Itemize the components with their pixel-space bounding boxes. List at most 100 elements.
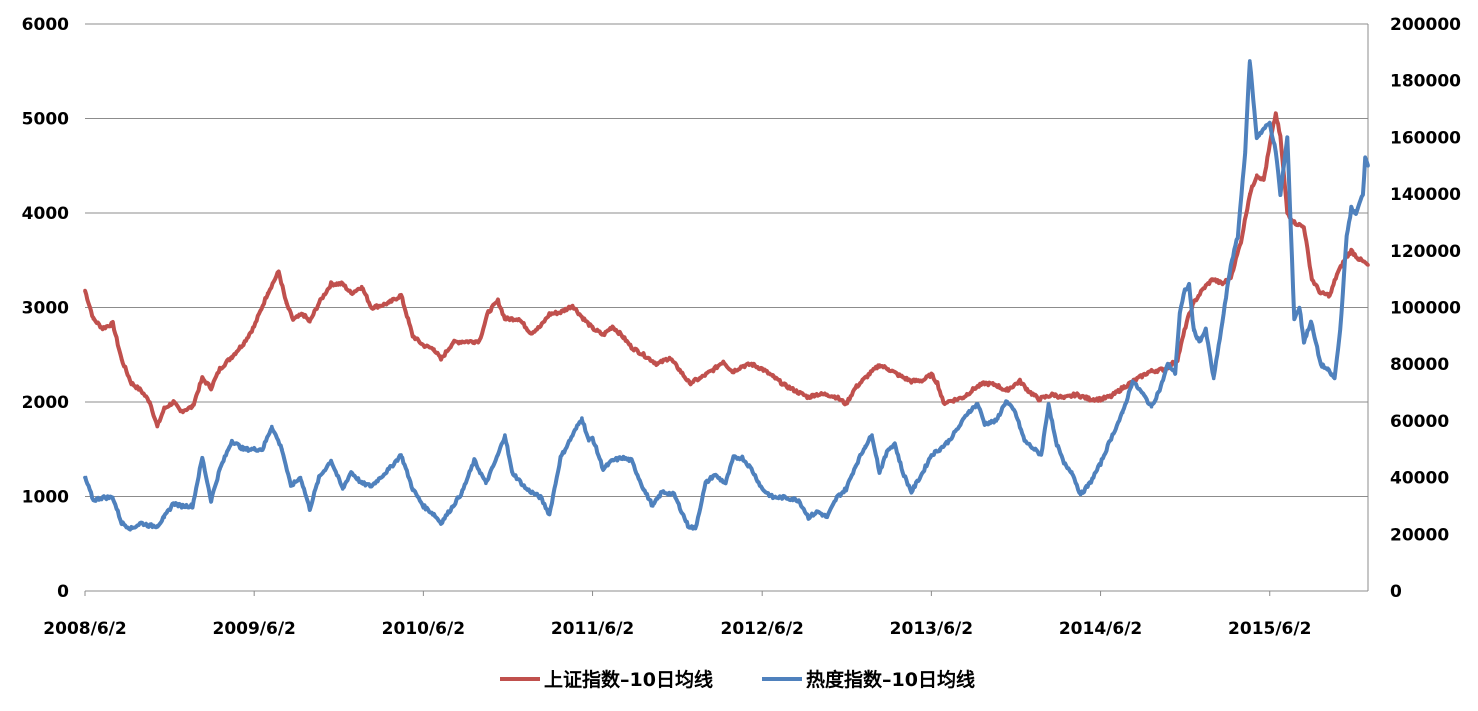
data-point bbox=[260, 447, 265, 452]
data-point bbox=[1166, 362, 1170, 367]
data-point bbox=[1278, 192, 1283, 196]
data-point bbox=[886, 367, 891, 371]
data-point bbox=[1201, 286, 1206, 291]
data-point bbox=[1285, 135, 1290, 140]
y-tick-label: 6000 bbox=[22, 15, 69, 35]
data-point bbox=[148, 524, 152, 528]
data-point bbox=[451, 340, 455, 345]
data-point bbox=[1261, 178, 1266, 182]
data-point bbox=[1211, 376, 1216, 381]
data-point bbox=[1178, 311, 1182, 316]
data-point bbox=[973, 386, 978, 390]
data-point bbox=[782, 495, 787, 500]
data-point bbox=[1255, 173, 1259, 177]
data-point bbox=[387, 467, 391, 471]
data-point bbox=[119, 521, 124, 525]
data-point bbox=[200, 376, 205, 381]
data-point bbox=[620, 456, 624, 460]
data-point bbox=[276, 269, 281, 274]
data-point bbox=[1292, 220, 1297, 225]
data-point bbox=[410, 487, 415, 491]
data-point bbox=[139, 388, 143, 393]
data-point bbox=[900, 470, 905, 474]
data-point bbox=[241, 447, 246, 452]
data-point bbox=[731, 456, 736, 460]
data-point bbox=[590, 436, 595, 440]
data-point bbox=[1121, 386, 1125, 390]
data-point bbox=[1220, 282, 1225, 286]
data-point bbox=[909, 379, 914, 384]
data-point bbox=[359, 481, 364, 486]
data-point bbox=[547, 512, 552, 517]
y2-tick-label: 20000 bbox=[1390, 525, 1449, 545]
data-point bbox=[698, 376, 702, 381]
data-point bbox=[610, 458, 615, 463]
data-point bbox=[1267, 121, 1272, 125]
data-point bbox=[460, 339, 465, 344]
data-point bbox=[835, 395, 839, 400]
data-point bbox=[1220, 319, 1225, 324]
legend-item-0: 上证指数–10日均线 bbox=[500, 668, 713, 691]
data-point bbox=[289, 484, 293, 488]
data-point bbox=[387, 301, 391, 305]
data-point bbox=[921, 378, 925, 383]
data-point bbox=[703, 481, 708, 486]
data-point bbox=[349, 470, 353, 474]
data-point bbox=[317, 301, 321, 305]
data-point bbox=[1239, 239, 1243, 244]
data-point bbox=[797, 498, 801, 503]
y2-tick-label: 180000 bbox=[1390, 72, 1461, 92]
data-point bbox=[200, 456, 205, 460]
data-point bbox=[1098, 461, 1103, 466]
data-point bbox=[1349, 249, 1354, 253]
data-point bbox=[1053, 438, 1058, 443]
data-point bbox=[162, 406, 167, 411]
data-point bbox=[935, 381, 940, 385]
legend-label-heat-index: 热度指数–10日均线 bbox=[806, 668, 975, 691]
data-point bbox=[1074, 392, 1078, 397]
data-point bbox=[929, 453, 934, 457]
data-point bbox=[241, 341, 246, 346]
y2-tick-label: 140000 bbox=[1390, 185, 1461, 205]
data-point bbox=[83, 288, 87, 293]
data-point bbox=[178, 409, 183, 414]
data-point bbox=[853, 386, 858, 390]
data-point bbox=[1349, 206, 1354, 211]
series-lines bbox=[83, 59, 1370, 532]
data-point bbox=[672, 492, 676, 497]
data-point bbox=[1018, 379, 1022, 384]
data-point bbox=[1098, 397, 1103, 402]
data-point bbox=[667, 355, 672, 360]
data-point bbox=[893, 441, 897, 446]
data-point bbox=[111, 495, 115, 500]
data-point bbox=[693, 526, 698, 531]
data-point bbox=[230, 438, 234, 443]
data-point bbox=[1088, 397, 1092, 402]
data-point bbox=[580, 416, 584, 420]
data-point bbox=[1229, 263, 1233, 267]
data-point bbox=[129, 381, 134, 385]
data-point bbox=[298, 475, 303, 480]
data-point bbox=[139, 521, 143, 525]
data-point bbox=[813, 392, 818, 397]
data-point bbox=[723, 481, 728, 486]
data-point bbox=[1204, 328, 1208, 333]
y2-tick-label: 160000 bbox=[1390, 128, 1461, 148]
data-point bbox=[1051, 392, 1056, 397]
data-point bbox=[853, 464, 858, 469]
data-point bbox=[503, 317, 507, 321]
data-point bbox=[1328, 293, 1332, 298]
data-point bbox=[558, 456, 563, 460]
data-point bbox=[1318, 291, 1323, 296]
data-point bbox=[432, 512, 436, 517]
data-point bbox=[620, 334, 624, 338]
x-tick-label: 2014/6/2 bbox=[1059, 619, 1142, 639]
data-point bbox=[329, 458, 333, 463]
data-point bbox=[1261, 127, 1266, 131]
data-point bbox=[601, 467, 605, 471]
y-tick-label: 4000 bbox=[22, 204, 69, 224]
data-point bbox=[1004, 399, 1008, 403]
data-point bbox=[1046, 402, 1051, 406]
data-point bbox=[570, 433, 575, 437]
legend-label-shanghai-index: 上证指数–10日均线 bbox=[544, 668, 713, 691]
